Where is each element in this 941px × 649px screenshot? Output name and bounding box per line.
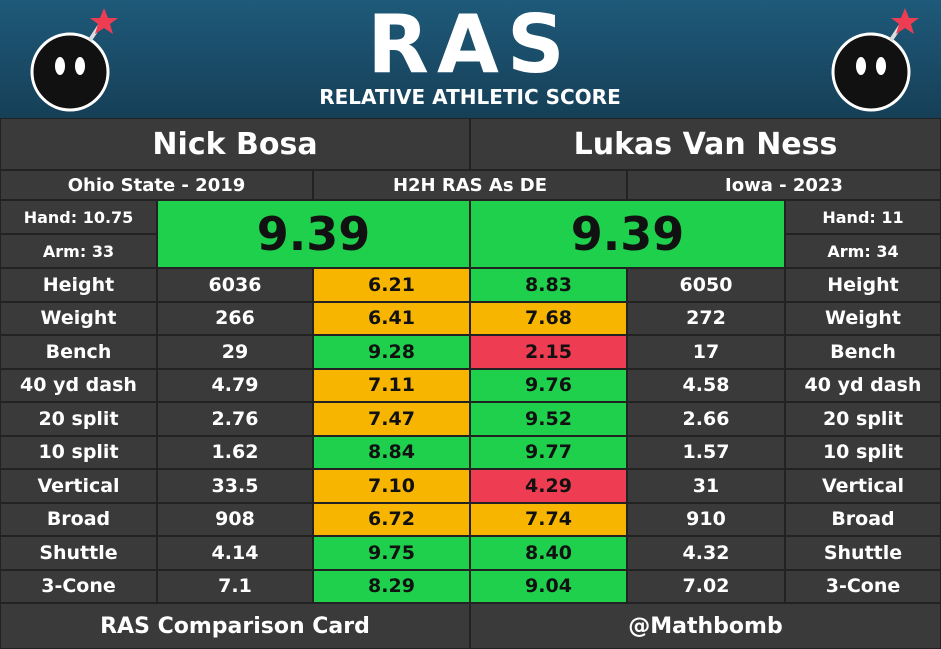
metric-label: Height xyxy=(785,268,941,302)
metric-score: 9.52 xyxy=(470,402,627,436)
metric-score: 7.68 xyxy=(470,301,627,335)
metric-score: 4.29 xyxy=(470,469,627,503)
metric-label: Bench xyxy=(0,335,157,369)
metric-score: 2.15 xyxy=(470,335,627,369)
metric-label: 20 split xyxy=(0,402,157,436)
metric-value: 266 xyxy=(157,301,313,335)
metric-value: 2.76 xyxy=(157,402,313,436)
hand: Hand: 11 xyxy=(785,200,941,234)
metric-score: 9.75 xyxy=(313,536,470,570)
arm: Arm: 34 xyxy=(785,234,941,268)
bomb-left xyxy=(30,8,118,112)
metric-label: 10 split xyxy=(785,435,941,469)
metric-score: 7.11 xyxy=(313,368,470,402)
metric-score: 9.04 xyxy=(470,569,627,603)
metric-value: 33.5 xyxy=(157,469,313,503)
metric-label: 40 yd dash xyxy=(785,368,941,402)
footer-handle: @Mathbomb xyxy=(470,603,941,649)
metric-score: 7.10 xyxy=(313,469,470,503)
metric-score: 6.72 xyxy=(313,502,470,536)
hand: Hand: 10.75 xyxy=(0,200,157,234)
metric-value: 4.58 xyxy=(627,368,785,402)
metric-label: Vertical xyxy=(785,469,941,503)
metric-label: Shuttle xyxy=(0,536,157,570)
metric-score: 6.21 xyxy=(313,268,470,302)
metric-score: 8.83 xyxy=(470,268,627,302)
metric-value: 2.66 xyxy=(627,402,785,436)
metric-label: Height xyxy=(0,268,157,302)
metric-value: 910 xyxy=(627,502,785,536)
metric-value: 4.14 xyxy=(157,536,313,570)
metric-label: Weight xyxy=(0,301,157,335)
metric-value: 31 xyxy=(627,469,785,503)
metric-score: 9.28 xyxy=(313,335,470,369)
logo: RAS xyxy=(367,0,572,91)
metric-label: 3-Cone xyxy=(785,569,941,603)
tagline: RELATIVE ATHLETIC SCORE xyxy=(319,85,621,109)
metric-label: Broad xyxy=(785,502,941,536)
metric-score: 7.47 xyxy=(313,402,470,436)
metric-label: Bench xyxy=(785,335,941,369)
metric-value: 17 xyxy=(627,335,785,369)
player-name: Nick Bosa xyxy=(0,118,470,170)
metric-score: 9.77 xyxy=(470,435,627,469)
player-name: Lukas Van Ness xyxy=(470,118,941,170)
metric-value: 908 xyxy=(157,502,313,536)
metric-value: 6050 xyxy=(627,268,785,302)
header-art: RAS RELATIVE ATHLETIC SCORE xyxy=(30,0,919,112)
metric-score: 9.76 xyxy=(470,368,627,402)
metric-label: Weight xyxy=(785,301,941,335)
metric-value: 7.02 xyxy=(627,569,785,603)
footer-title: RAS Comparison Card xyxy=(0,603,470,649)
metric-label: 10 split xyxy=(0,435,157,469)
metric-label: 3-Cone xyxy=(0,569,157,603)
metric-value: 1.62 xyxy=(157,435,313,469)
ras-score: 9.39 xyxy=(157,200,470,268)
metric-label: 40 yd dash xyxy=(0,368,157,402)
metric-label: 20 split xyxy=(785,402,941,436)
comparison-label: H2H RAS As DE xyxy=(313,170,627,200)
metric-value: 6036 xyxy=(157,268,313,302)
metric-score: 8.84 xyxy=(313,435,470,469)
header: RAS RELATIVE ATHLETIC SCORE xyxy=(0,0,941,118)
metric-label: Broad xyxy=(0,502,157,536)
metric-score: 6.41 xyxy=(313,301,470,335)
metric-score: 8.40 xyxy=(470,536,627,570)
bomb-right xyxy=(831,8,919,112)
metric-value: 4.79 xyxy=(157,368,313,402)
metric-label: Vertical xyxy=(0,469,157,503)
metric-score: 8.29 xyxy=(313,569,470,603)
arm: Arm: 33 xyxy=(0,234,157,268)
metric-value: 7.1 xyxy=(157,569,313,603)
metric-value: 29 xyxy=(157,335,313,369)
metric-label: Shuttle xyxy=(785,536,941,570)
school: Iowa - 2023 xyxy=(627,170,941,200)
metric-value: 272 xyxy=(627,301,785,335)
metric-value: 4.32 xyxy=(627,536,785,570)
school: Ohio State - 2019 xyxy=(0,170,313,200)
metric-value: 1.57 xyxy=(627,435,785,469)
ras-score: 9.39 xyxy=(470,200,785,268)
metric-score: 7.74 xyxy=(470,502,627,536)
